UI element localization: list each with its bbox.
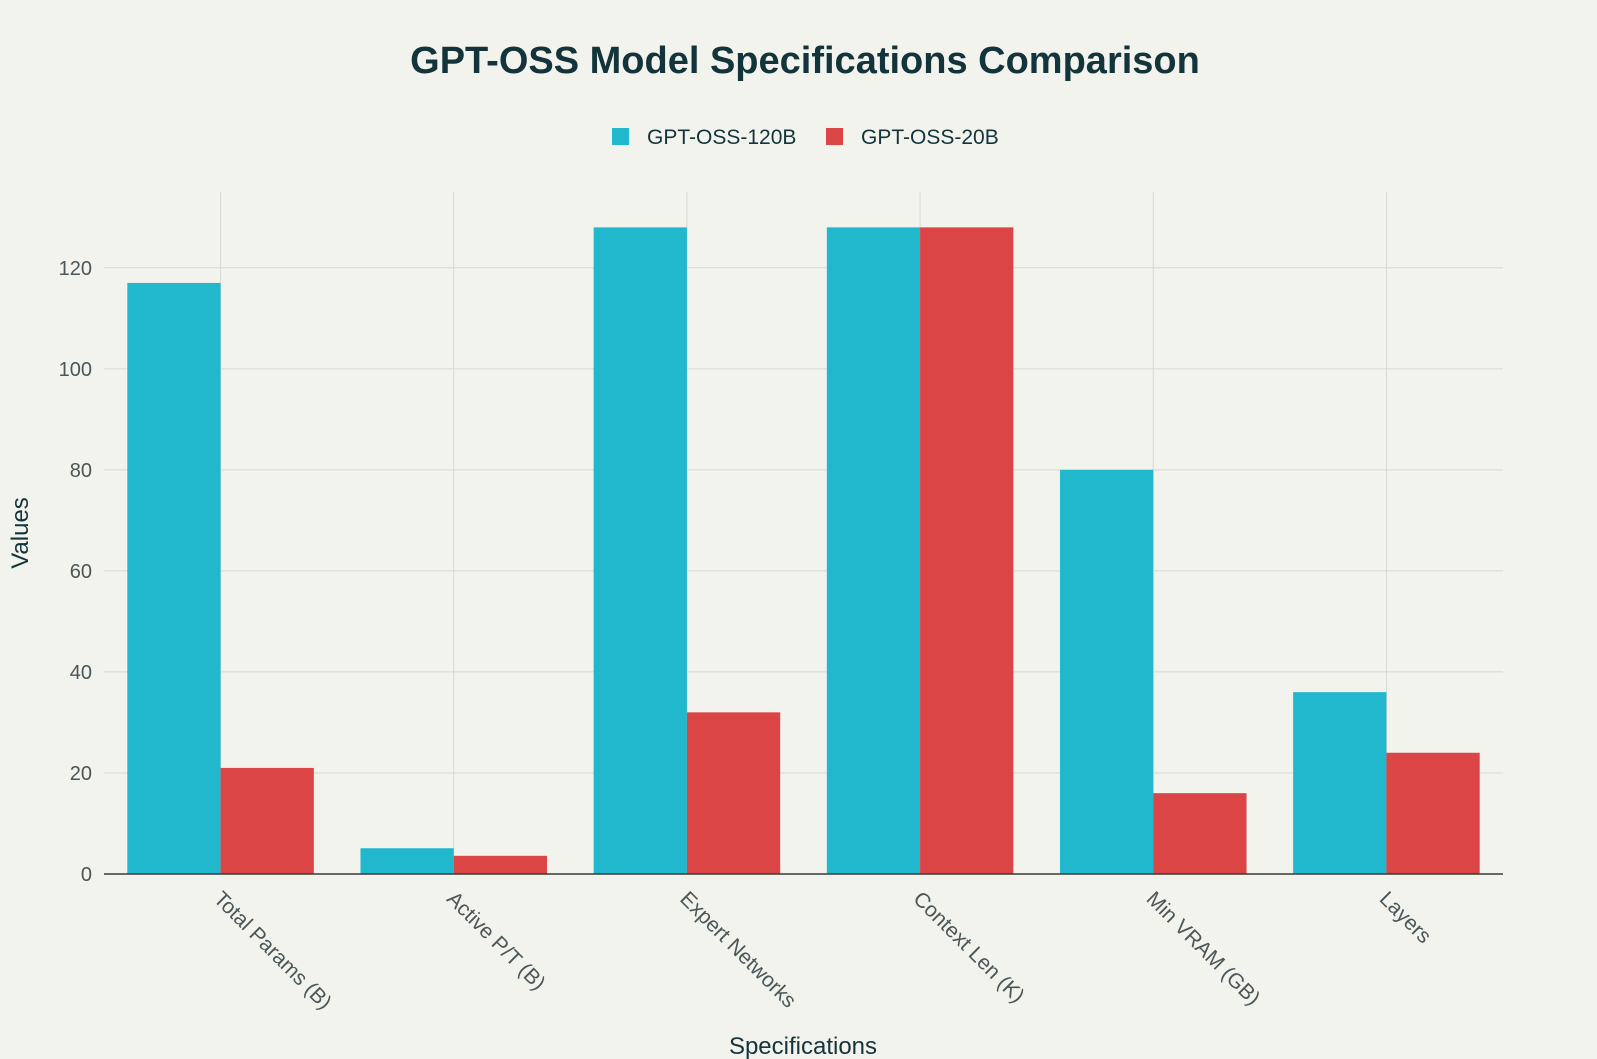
x-axis-title: Specifications — [729, 1033, 877, 1059]
gridlines — [104, 192, 1503, 874]
x-tick-label-layers: Layers — [1375, 887, 1436, 948]
y-tick-label: 0 — [81, 864, 92, 886]
x-tick-label-min-vram-gb: Min VRAM (GB) — [1142, 887, 1265, 1010]
y-tick-label: 40 — [70, 662, 92, 684]
bar-gpt-oss-120b-expert-networks[interactable] — [593, 227, 687, 874]
bar-gpt-oss-120b-context-len-k[interactable] — [826, 227, 921, 874]
legend-item-gpt-oss-20b[interactable]: GPT-OSS-20B — [826, 126, 999, 149]
legend-swatch-gpt-oss-20b — [826, 128, 843, 145]
y-axis-title: Values — [7, 497, 34, 569]
legend: GPT-OSS-120B GPT-OSS-20B — [612, 126, 999, 149]
x-tick-label-context-len-k: Context Len (K) — [909, 887, 1029, 1007]
x-tick-label-active-p-t-b: Active P/T (B) — [442, 887, 550, 995]
bar-gpt-oss-120b-active-p-t-b[interactable] — [360, 848, 454, 874]
bar-gpt-oss-20b-total-params-b[interactable] — [220, 767, 314, 874]
legend-swatch-gpt-oss-120b — [612, 128, 629, 145]
chart-title: GPT-OSS Model Specifications Comparison — [410, 40, 1200, 82]
bar-gpt-oss-20b-active-p-t-b[interactable] — [453, 855, 548, 874]
y-tick-label: 20 — [70, 763, 92, 785]
bars — [127, 227, 1480, 874]
bar-gpt-oss-120b-layers[interactable] — [1293, 692, 1387, 874]
legend-item-gpt-oss-120b[interactable]: GPT-OSS-120B — [612, 126, 796, 149]
bar-gpt-oss-20b-layers[interactable] — [1386, 752, 1480, 874]
legend-label-gpt-oss-120b: GPT-OSS-120B — [647, 126, 796, 149]
legend-label-gpt-oss-20b: GPT-OSS-20B — [861, 126, 999, 149]
bar-gpt-oss-120b-min-vram-gb[interactable] — [1059, 469, 1154, 874]
bar-gpt-oss-20b-min-vram-gb[interactable] — [1153, 793, 1247, 874]
bar-gpt-oss-20b-expert-networks[interactable] — [686, 712, 781, 874]
y-tick-label: 120 — [59, 258, 92, 280]
y-tick-label: 80 — [70, 460, 92, 482]
x-tick-label-total-params-b: Total Params (B) — [209, 887, 336, 1014]
bar-gpt-oss-120b-total-params-b[interactable] — [127, 282, 221, 874]
y-tick-label: 60 — [70, 561, 92, 583]
y-tick-label: 100 — [59, 359, 92, 381]
bar-gpt-oss-20b-context-len-k[interactable] — [920, 227, 1014, 874]
x-tick-label-expert-networks: Expert Networks — [675, 887, 800, 1012]
axes: 0 20 40 60 80 100 120 Total Params (B) Active P/… — [59, 258, 1503, 1014]
